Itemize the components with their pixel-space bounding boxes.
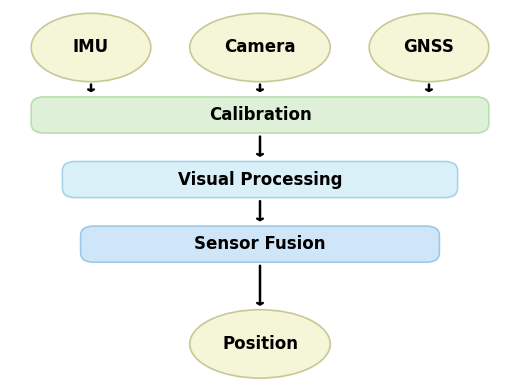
Ellipse shape xyxy=(190,310,330,378)
Text: Sensor Fusion: Sensor Fusion xyxy=(194,235,326,253)
Text: Calibration: Calibration xyxy=(209,106,311,124)
Text: IMU: IMU xyxy=(73,38,109,57)
FancyBboxPatch shape xyxy=(81,226,439,262)
Text: Visual Processing: Visual Processing xyxy=(178,171,342,188)
FancyBboxPatch shape xyxy=(62,162,458,198)
Ellipse shape xyxy=(369,13,489,82)
Text: Position: Position xyxy=(222,335,298,353)
Ellipse shape xyxy=(190,13,330,82)
FancyBboxPatch shape xyxy=(31,97,489,133)
Text: GNSS: GNSS xyxy=(404,38,454,57)
Text: Camera: Camera xyxy=(224,38,296,57)
Ellipse shape xyxy=(31,13,151,82)
